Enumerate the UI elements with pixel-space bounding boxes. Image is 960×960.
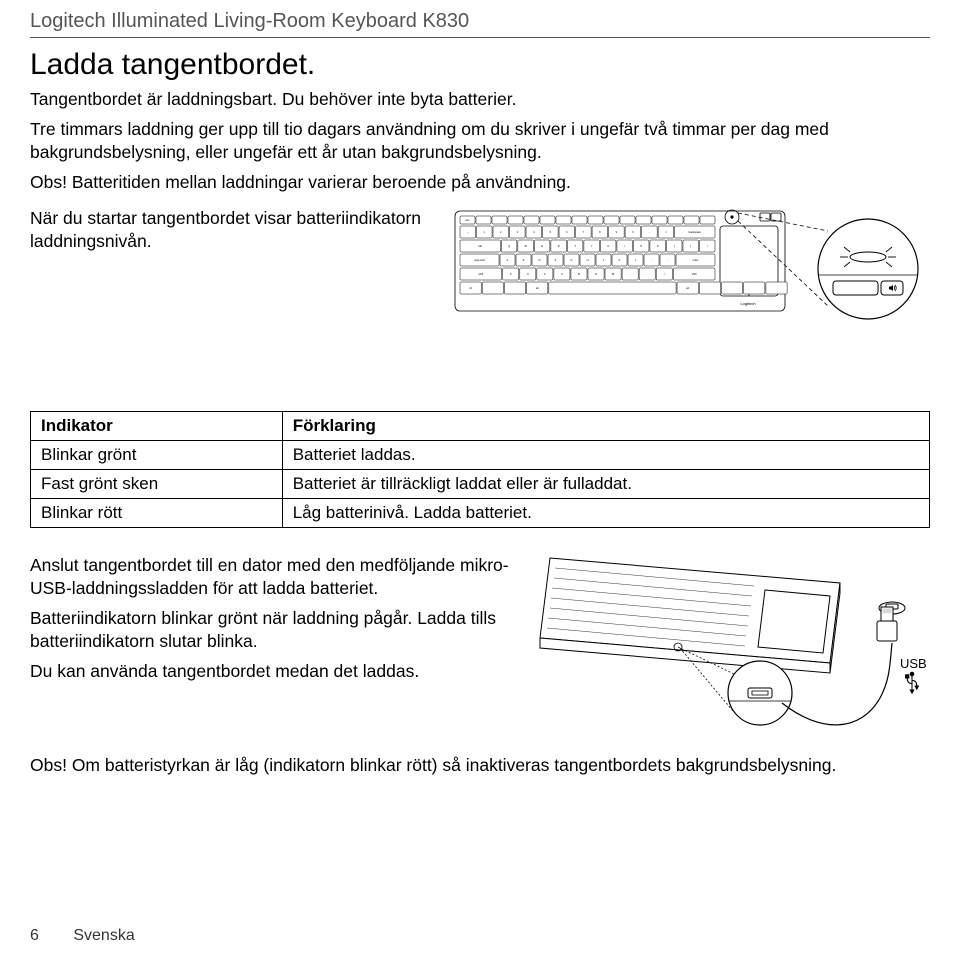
svg-text:tab: tab xyxy=(478,244,482,248)
divider xyxy=(30,37,930,38)
intro-text: Tangentbordet är laddningsbart. Du behöv… xyxy=(30,88,930,112)
svg-text:C: C xyxy=(544,272,546,276)
svg-text:V: V xyxy=(561,272,563,276)
svg-text:M: M xyxy=(612,272,614,276)
paragraph-4: Batteriindikatorn blinkar grönt när ladd… xyxy=(30,607,510,654)
svg-text:shift: shift xyxy=(478,272,483,276)
note-2: Obs! Om batteristyrkan är låg (indikator… xyxy=(30,754,930,778)
svg-text:H: H xyxy=(587,258,589,262)
table-row: Blinkar grönt Batteriet laddas. xyxy=(31,440,930,469)
paragraph-2: När du startar tangentbordet visar batte… xyxy=(30,207,425,254)
svg-text:G: G xyxy=(570,258,572,262)
page-number: 6 xyxy=(30,927,39,944)
svg-text:Logitech: Logitech xyxy=(740,301,755,306)
page-footer: 6 Svenska xyxy=(30,927,135,945)
footer-language: Svenska xyxy=(73,927,134,944)
table-header-explanation: Förklaring xyxy=(282,411,929,440)
svg-text:backspace: backspace xyxy=(689,230,702,234)
table-row: Fast grönt sken Batteriet är tillräcklig… xyxy=(31,469,930,498)
svg-text:alt: alt xyxy=(686,286,689,290)
product-title: Logitech Illuminated Living-Room Keyboar… xyxy=(30,10,930,33)
svg-text:P: P xyxy=(657,244,659,248)
section-heading: Ladda tangentbordet. xyxy=(30,48,930,82)
paragraph-3: Anslut tangentbordet till en dator med d… xyxy=(30,554,510,601)
table-header-indicator: Indikator xyxy=(31,411,283,440)
svg-text:D: D xyxy=(539,258,541,262)
keyboard-usb-diagram: USB xyxy=(530,548,930,748)
svg-text:B: B xyxy=(578,272,580,276)
keyboard-indicator-diagram: esc~1234567890-=backspacetabQWERTYUIOP[]… xyxy=(450,201,930,351)
indicator-table: Indikator Förklaring Blinkar grönt Batte… xyxy=(30,411,930,528)
paragraph-1: Tre timmars laddning ger upp till tio da… xyxy=(30,118,930,165)
svg-text:U: U xyxy=(607,244,609,248)
svg-text:Y: Y xyxy=(591,244,593,248)
svg-text:caps lock: caps lock xyxy=(474,258,486,262)
svg-text:shift: shift xyxy=(692,272,697,276)
svg-text:esc: esc xyxy=(465,219,470,222)
svg-text:enter: enter xyxy=(693,258,699,262)
svg-text:E: E xyxy=(541,244,543,248)
svg-text:X: X xyxy=(527,272,529,276)
svg-text:ctl: ctl xyxy=(469,286,472,290)
usb-label: USB xyxy=(900,656,927,671)
svg-text:N: N xyxy=(595,272,597,276)
svg-text:A: A xyxy=(507,258,509,262)
svg-text:O: O xyxy=(640,244,642,248)
note-1: Obs! Batteritiden mellan laddningar vari… xyxy=(30,171,930,195)
svg-text:Q: Q xyxy=(508,244,510,248)
svg-text:R: R xyxy=(558,244,560,248)
table-row: Blinkar rött Låg batterinivå. Ladda batt… xyxy=(31,498,930,527)
svg-text:S: S xyxy=(523,258,525,262)
svg-text:K: K xyxy=(619,258,621,262)
svg-text:-: - xyxy=(649,231,650,234)
svg-text:alt: alt xyxy=(536,286,539,290)
paragraph-5: Du kan använda tangentbordet medan det l… xyxy=(30,660,510,684)
